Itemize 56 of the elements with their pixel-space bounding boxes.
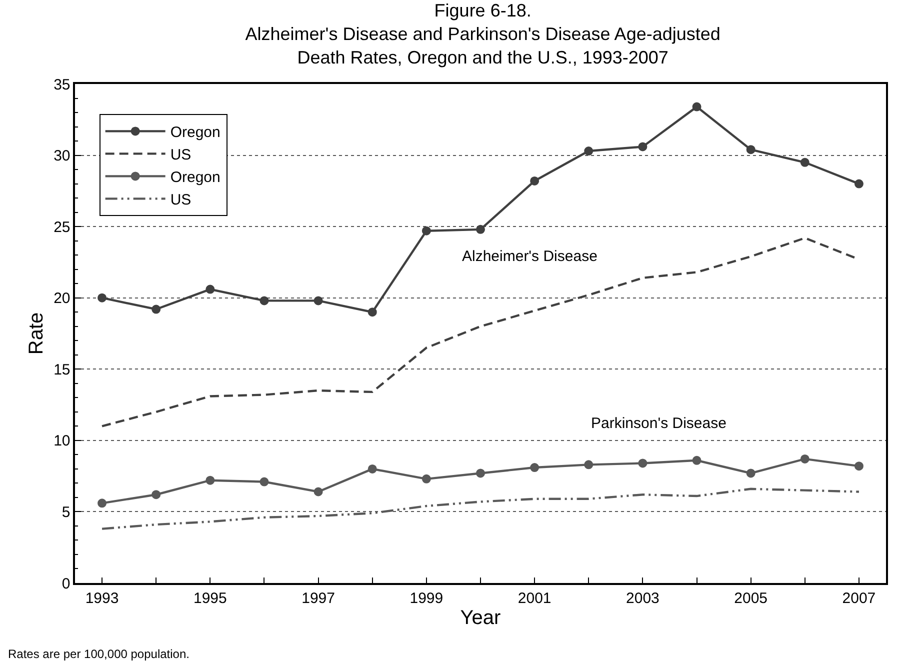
point: [98, 498, 107, 508]
point: [422, 226, 431, 236]
point: [260, 477, 269, 486]
point: [854, 462, 864, 471]
y-tick-label: 5: [62, 504, 70, 521]
point: [638, 142, 648, 152]
point: [260, 296, 269, 306]
legend-label: US: [170, 192, 192, 209]
x-tick-label: 2007: [842, 590, 876, 607]
point: [854, 179, 864, 188]
point: [476, 468, 485, 478]
chart-title: Figure 6-18. Alzheimer's Disease and Parkinson's Disease Age-adjusted Death Rates, Oregon and the U.S., 1993-2007: [245, 0, 720, 68]
point: [314, 296, 323, 306]
point: [692, 456, 702, 465]
x-axis-title: Year: [460, 606, 502, 629]
point: [692, 102, 702, 112]
y-axis-title: Rate: [26, 312, 48, 355]
point: [584, 146, 594, 156]
y-tick-label: 15: [54, 361, 70, 378]
x-tick-label: 1999: [410, 590, 444, 607]
legend-label: US: [170, 146, 192, 164]
point: [368, 308, 377, 317]
y-tick-label: 10: [54, 432, 70, 450]
text: Rates are per 100,000 population.: [8, 647, 190, 661]
y-tick-label: 25: [54, 218, 70, 236]
point: [368, 464, 377, 474]
y-tick-label: 0: [62, 575, 70, 592]
legend-label: Oregon: [170, 124, 220, 142]
annotation: Parkinson's Disease: [591, 415, 726, 432]
x-tick-label: 2005: [734, 590, 768, 607]
point: [800, 158, 810, 167]
point: [314, 487, 323, 496]
x-tick-label: 2003: [626, 590, 660, 607]
point: [638, 458, 648, 468]
x-tick-label: 2001: [518, 590, 552, 607]
point: [746, 468, 756, 478]
point: [152, 304, 161, 314]
point: [98, 293, 107, 302]
point: [530, 176, 540, 186]
point: [530, 463, 540, 472]
y-tick-label: 35: [54, 76, 70, 94]
x-tick-label: 1993: [85, 590, 119, 607]
x-tick-label: 1995: [193, 590, 227, 607]
point: [422, 474, 431, 484]
x-tick-label: 1997: [302, 590, 335, 607]
point: [584, 460, 594, 470]
legend-label: Oregon: [170, 169, 220, 186]
y-tick-label: 20: [54, 290, 70, 308]
point: [206, 284, 215, 294]
y-tick-label: 30: [54, 148, 70, 165]
annotation: Alzheimer's Disease: [462, 248, 598, 265]
point: [746, 145, 756, 154]
point: [476, 224, 485, 234]
point: [206, 476, 215, 485]
point: [800, 454, 810, 464]
point: [152, 490, 161, 500]
